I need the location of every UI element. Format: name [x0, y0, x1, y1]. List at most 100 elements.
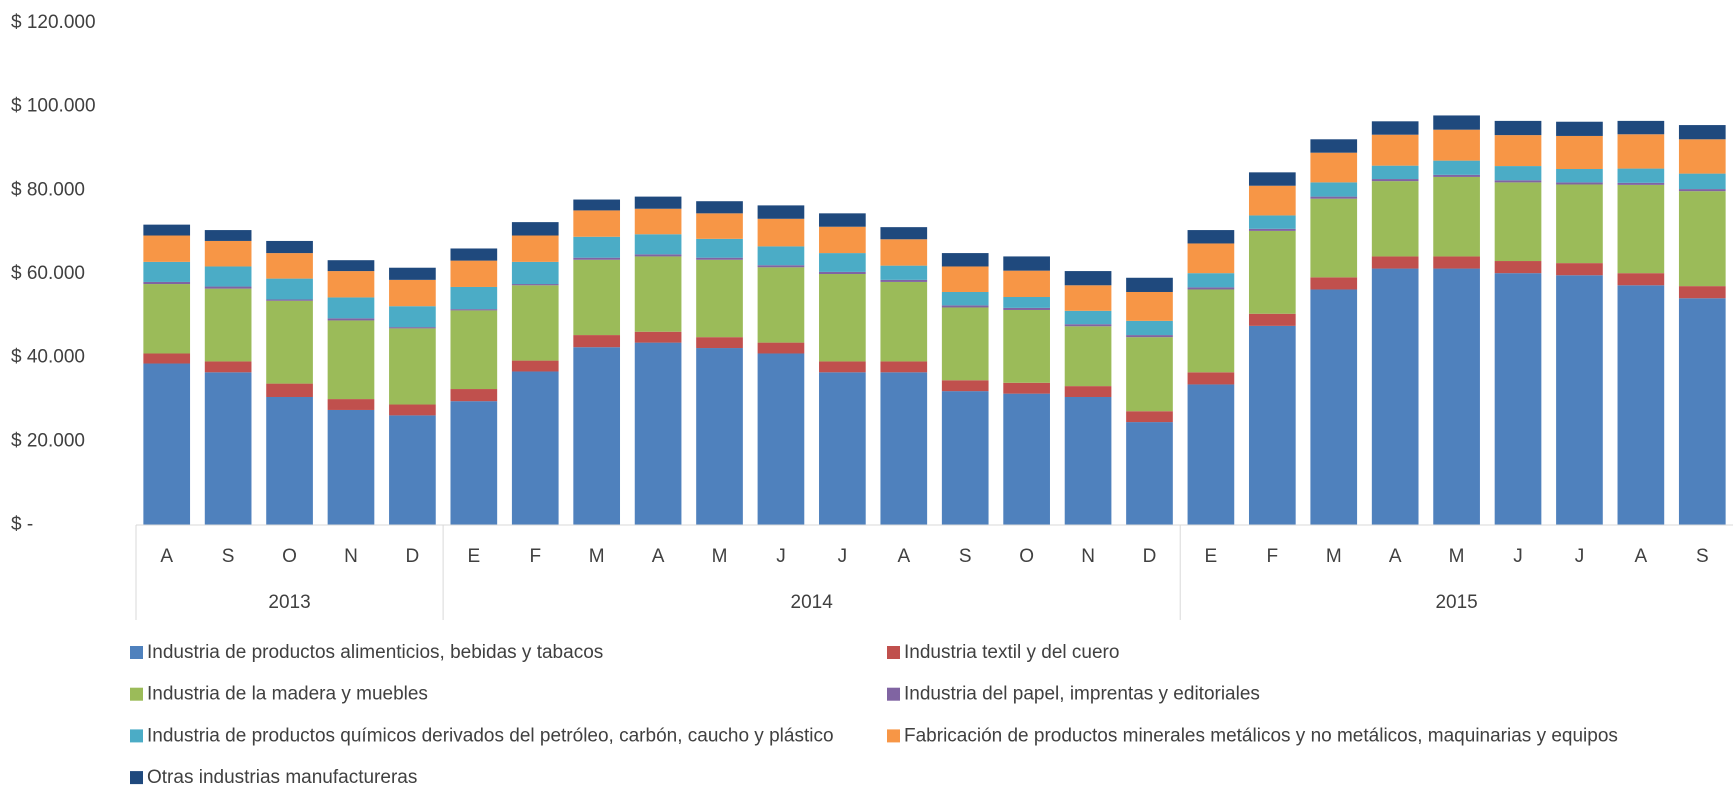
bar-segment [327, 399, 375, 410]
bar-segment [1678, 173, 1726, 190]
bar-segment [1433, 129, 1480, 161]
bar-segment [757, 246, 805, 266]
bar-segment [266, 278, 313, 300]
bar-segment [1310, 182, 1358, 197]
bar-segment [941, 391, 989, 525]
bar-segment [1433, 160, 1480, 175]
bar-segment [1126, 277, 1173, 292]
bar-segment [1678, 139, 1726, 174]
x-tick-label: N [1081, 546, 1095, 567]
bar-segment [1556, 168, 1603, 183]
bar-segment [1248, 228, 1296, 231]
bar-segment [1556, 275, 1603, 525]
bar-segment [1678, 298, 1726, 525]
legend-label: Fabricación de productos minerales metál… [904, 725, 1618, 746]
bar-segment [1494, 166, 1542, 181]
bar-segment [327, 409, 375, 525]
bar-segment [1433, 176, 1480, 257]
bar-segment [1187, 243, 1235, 274]
y-tick-label: $ 100.000 [11, 96, 96, 117]
bar-segment [696, 201, 743, 214]
legend-label: Industria de productos alimenticios, beb… [147, 642, 603, 663]
x-tick-label: E [467, 546, 480, 567]
bar-segment [819, 213, 866, 227]
bar-segment [1371, 134, 1419, 166]
bar-segment [941, 266, 989, 292]
bar-segment [204, 240, 252, 267]
bar-segment [696, 257, 743, 260]
bar-segment [1064, 271, 1112, 286]
bar-segment [941, 307, 989, 381]
bar-segment [266, 300, 313, 384]
bar-segment [143, 363, 191, 525]
bar-segment [757, 342, 805, 354]
bar-segment [143, 235, 191, 262]
bar-segment [696, 238, 743, 258]
bar-segment [1187, 273, 1235, 288]
bar-segment [1678, 191, 1726, 287]
bar-segment [1310, 139, 1358, 153]
bar-segment [1003, 309, 1050, 383]
bar-segment [1126, 411, 1173, 423]
bar-segment [819, 226, 866, 254]
bar-segment [389, 279, 436, 307]
bar-segment [1248, 325, 1296, 525]
x-tick-label: S [1696, 546, 1709, 567]
bar-segment [1678, 286, 1726, 299]
x-tick-label: E [1205, 546, 1218, 567]
bar-segment [634, 196, 682, 209]
bar-segment [1248, 185, 1296, 216]
bar-segment [941, 305, 989, 308]
x-tick-label: O [1019, 546, 1034, 567]
bar-segment [389, 327, 436, 329]
bar-segment [389, 404, 436, 416]
y-tick-label: $ 40.000 [11, 347, 85, 368]
bar-segment [327, 297, 375, 319]
legend-label: Industria de la madera y muebles [147, 684, 428, 705]
bar-segment [266, 299, 313, 301]
bar-segment [941, 291, 989, 306]
bar-segment [1371, 179, 1419, 182]
bar-segment [1003, 382, 1050, 394]
x-tick-label: S [959, 546, 972, 567]
bar-segment [1494, 261, 1542, 274]
bar-segment [573, 236, 621, 258]
bar-segment [450, 248, 498, 261]
bar-segment [511, 284, 559, 286]
bar-segment [389, 415, 436, 525]
bar-segment [1494, 180, 1542, 183]
bar-segment [266, 253, 313, 279]
bar-segment [819, 274, 866, 362]
bar-segment [1617, 285, 1665, 525]
bar-segment [1494, 182, 1542, 262]
bar-segment [1248, 230, 1296, 314]
bar-segment [819, 361, 866, 373]
bar-segment [634, 256, 682, 332]
x-tick-label: D [406, 546, 420, 567]
bar-segment [757, 218, 805, 247]
bar-segment [143, 224, 191, 236]
bar-segment [880, 239, 928, 266]
bar-segment [511, 371, 559, 525]
bar-segment [573, 335, 621, 348]
bar-segment [634, 342, 682, 525]
bar-segment [1064, 324, 1112, 327]
bar-segment [573, 199, 621, 211]
bar-segment [143, 261, 191, 282]
x-tick-label: A [652, 546, 665, 567]
bar-segment [1371, 165, 1419, 180]
legend-label: Industria de productos químicos derivado… [147, 725, 834, 746]
bar-segment [1187, 372, 1235, 385]
group-label: 2014 [791, 592, 834, 613]
bar-segment [1126, 337, 1173, 412]
bar-segment [573, 259, 621, 336]
bar-segment [389, 328, 436, 405]
group-label: 2013 [268, 592, 310, 613]
x-tick-label: J [1513, 546, 1523, 567]
bar-segment [511, 285, 559, 361]
bar-segment [450, 309, 498, 311]
bar-segment [450, 286, 498, 310]
bar-segment [1617, 182, 1665, 185]
bar-segment [1248, 172, 1296, 186]
bar-segment [696, 259, 743, 338]
